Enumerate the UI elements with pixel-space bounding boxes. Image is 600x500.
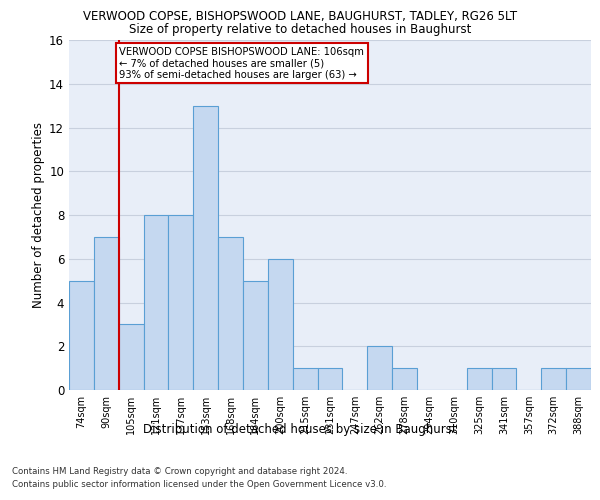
Bar <box>218 237 243 390</box>
Bar <box>143 215 169 390</box>
Bar <box>169 215 193 390</box>
Bar <box>243 280 268 390</box>
Bar <box>392 368 417 390</box>
Bar <box>94 237 119 390</box>
Text: Contains public sector information licensed under the Open Government Licence v3: Contains public sector information licen… <box>12 480 386 489</box>
Text: VERWOOD COPSE BISHOPSWOOD LANE: 106sqm
← 7% of detached houses are smaller (5)
9: VERWOOD COPSE BISHOPSWOOD LANE: 106sqm ←… <box>119 46 364 80</box>
Bar <box>293 368 317 390</box>
Bar <box>367 346 392 390</box>
Y-axis label: Number of detached properties: Number of detached properties <box>32 122 45 308</box>
Bar <box>69 280 94 390</box>
Bar <box>491 368 517 390</box>
Text: Distribution of detached houses by size in Baughurst: Distribution of detached houses by size … <box>143 422 457 436</box>
Text: VERWOOD COPSE, BISHOPSWOOD LANE, BAUGHURST, TADLEY, RG26 5LT: VERWOOD COPSE, BISHOPSWOOD LANE, BAUGHUR… <box>83 10 517 23</box>
Bar <box>193 106 218 390</box>
Text: Contains HM Land Registry data © Crown copyright and database right 2024.: Contains HM Land Registry data © Crown c… <box>12 468 347 476</box>
Bar <box>317 368 343 390</box>
Bar <box>541 368 566 390</box>
Bar <box>467 368 491 390</box>
Bar <box>566 368 591 390</box>
Bar <box>268 259 293 390</box>
Bar <box>119 324 143 390</box>
Text: Size of property relative to detached houses in Baughurst: Size of property relative to detached ho… <box>129 22 471 36</box>
